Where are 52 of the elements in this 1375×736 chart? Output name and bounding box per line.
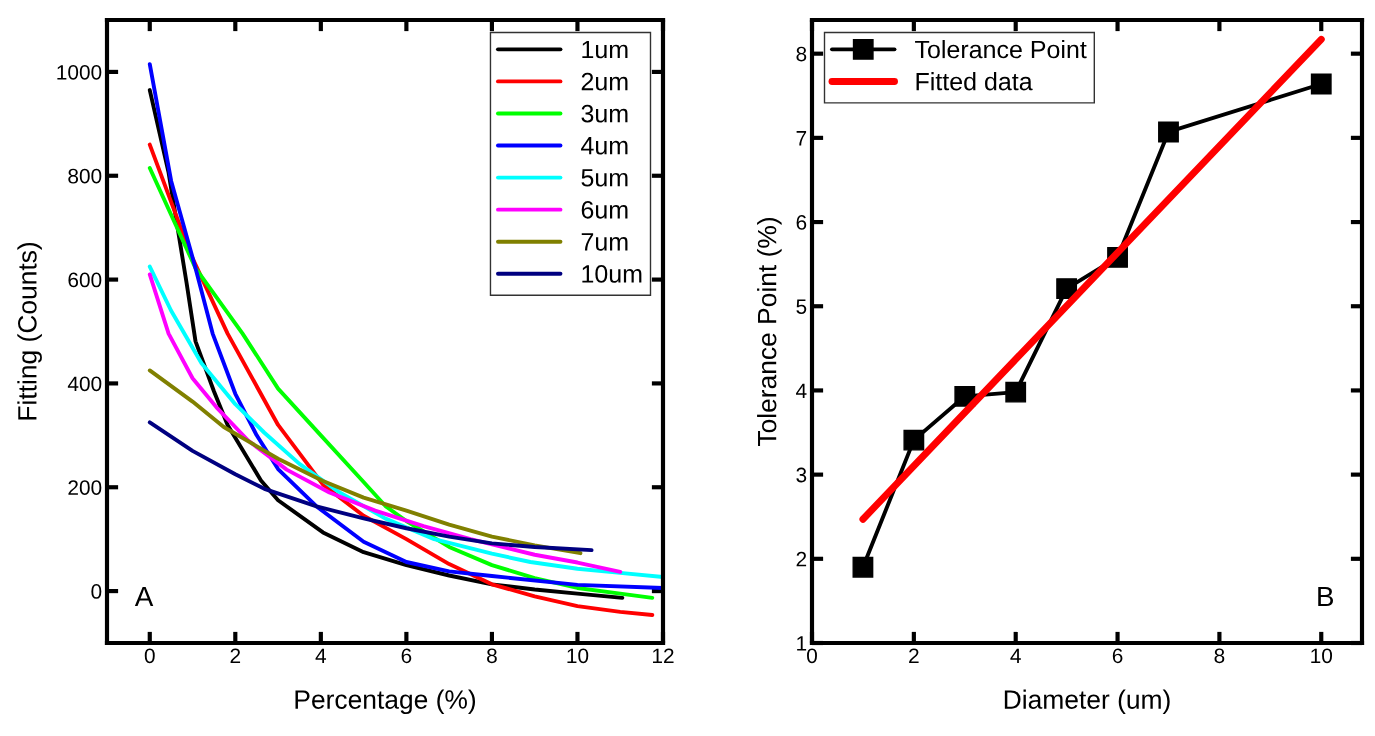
point (903, 429, 925, 451)
point (1005, 381, 1027, 403)
y-tick-label: 6 (796, 215, 807, 230)
x-tick-label: 10 (567, 648, 589, 664)
y-tick-label: 800 (68, 168, 102, 184)
x-tick-label: 8 (1214, 648, 1225, 664)
x-tick-label: 0 (144, 648, 155, 664)
annotation: A (134, 586, 154, 607)
y-tick-label: 4 (796, 383, 807, 398)
legend-label: 1um (582, 40, 628, 59)
x-axis-title: Diameter (um) (1004, 689, 1170, 715)
x-tick-label: 10 (1311, 648, 1333, 664)
point (1056, 278, 1078, 299)
x-tick-label: 4 (315, 648, 327, 663)
line-series (147, 368, 583, 556)
legend-label: 7um (581, 233, 628, 251)
legend-label: 2um (581, 72, 628, 91)
y-tick-label: 5 (796, 299, 807, 314)
x-axis-title: Percentage (%) (295, 689, 476, 715)
y-tick-label: 600 (68, 272, 102, 288)
legend-label: 3um (581, 104, 628, 123)
line-series (147, 420, 594, 553)
y-tick-label: 400 (67, 376, 102, 392)
x-tick-label: 8 (487, 648, 497, 664)
y-tick-label: 7 (796, 131, 807, 146)
y-tick-label: 1 (797, 636, 807, 651)
y-axis-title: Tolerance Point (%) (757, 218, 782, 447)
point (1158, 121, 1179, 143)
y-tick-label: 1000 (57, 64, 102, 80)
legend-label: Fitted data (916, 72, 1033, 91)
y-tick-label: 8 (796, 46, 807, 62)
point (1310, 73, 1332, 95)
x-tick-label: 12 (653, 648, 674, 663)
y-axis-title: Fitting (Counts) (17, 242, 42, 420)
legend-label: 10um (582, 265, 642, 283)
y-tick-label: 2 (796, 551, 807, 567)
legend-label: 4um (581, 137, 628, 155)
x-tick-label: 2 (909, 648, 919, 663)
x-tick-label: 0 (807, 648, 817, 664)
x-tick-label: 6 (1112, 648, 1123, 664)
y-tick-label: 3 (796, 467, 807, 483)
legend-label: Tolerance Point (915, 40, 1087, 59)
legend-label: 5um (581, 169, 628, 187)
x-tick-label: 2 (230, 648, 241, 663)
y-tick-label: 200 (68, 480, 102, 495)
legend-label: 6um (581, 200, 628, 219)
point (852, 556, 874, 578)
point (954, 385, 976, 407)
annotation: B (1318, 586, 1334, 607)
x-tick-label: 4 (1010, 648, 1021, 663)
x-tick-label: 6 (401, 648, 412, 664)
y-tick-label: 0 (91, 584, 102, 599)
